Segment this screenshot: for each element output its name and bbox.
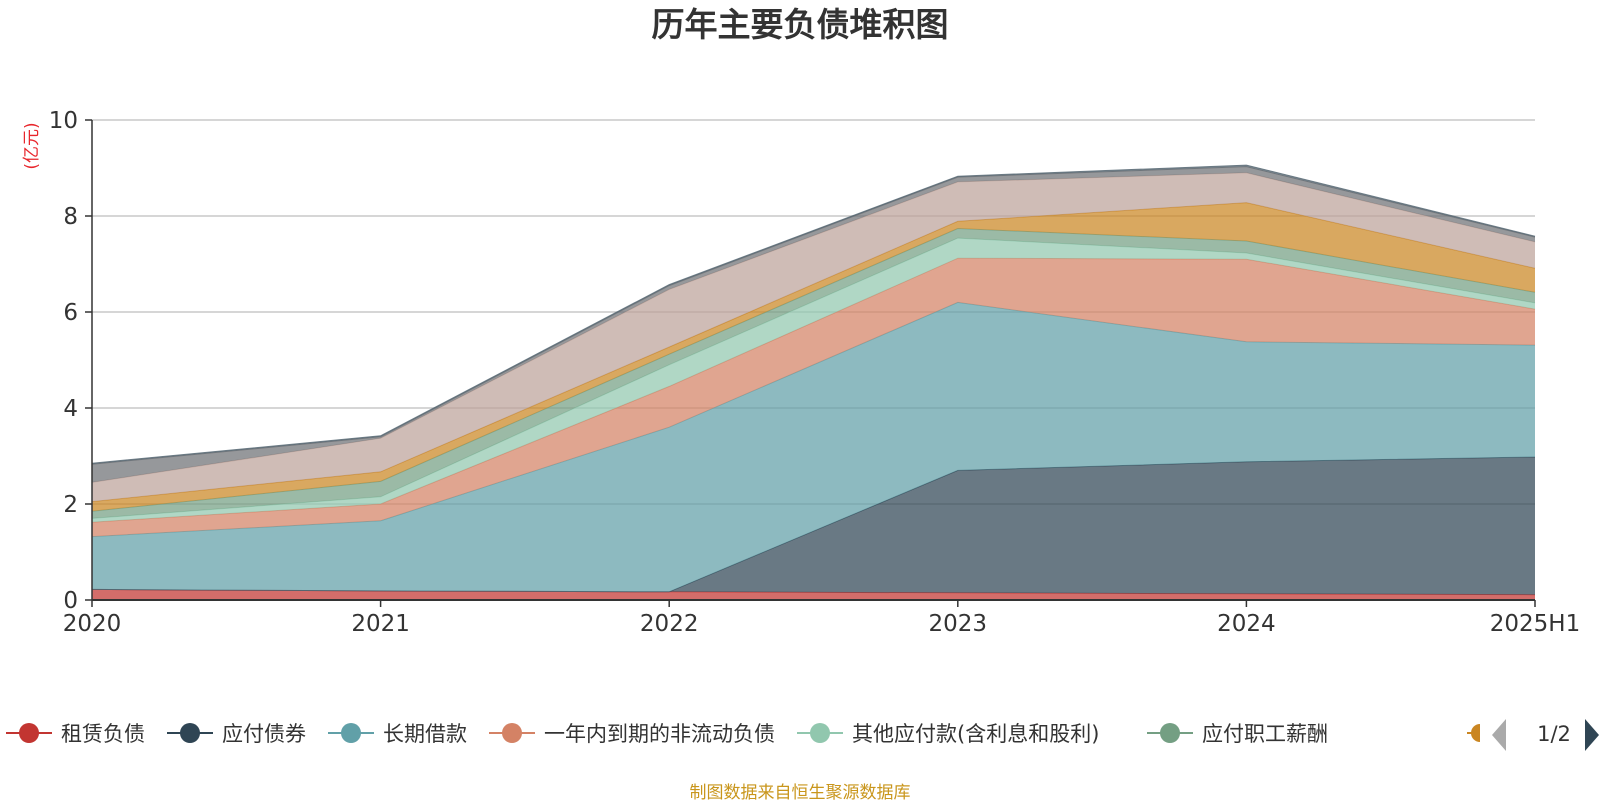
x-tick-label: 2020 (63, 611, 122, 637)
legend-circle-marker (810, 723, 830, 743)
stacked-areas (91, 164, 1536, 600)
legend-item: 租赁负债 (6, 722, 145, 746)
area-series-2 (92, 302, 1535, 592)
x-tick-label: 2023 (929, 611, 988, 637)
legend-item: 应付职工薪酬 (1147, 722, 1328, 746)
chart-title: 历年主要负债堆积图 (652, 5, 949, 44)
legend-circle-marker (341, 723, 361, 743)
area-series-0 (92, 589, 1535, 600)
legend-prev-page-icon[interactable] (1492, 719, 1506, 751)
legend-item-partial (1467, 724, 1480, 742)
legend-circle-marker (180, 723, 200, 743)
legend-label: 一年内到期的非流动负债 (544, 722, 775, 746)
legend-label: 租赁负债 (61, 722, 145, 746)
legend-circle-marker (502, 723, 522, 743)
x-tick-label: 2025H1 (1490, 611, 1580, 637)
source-note: 制图数据来自恒生聚源数据库 (689, 783, 911, 803)
y-tick-label: 6 (63, 300, 78, 326)
area-series-7 (92, 172, 1535, 502)
legend-circle-marker (1160, 723, 1180, 743)
x-tick-label: 2021 (351, 611, 410, 637)
legend-label: 长期借款 (383, 722, 467, 746)
area-series-edge-9 (91, 164, 1536, 464)
area-series-1 (92, 457, 1535, 595)
legend-item: 一年内到期的非流动负债 (489, 722, 775, 746)
axes: 0 2 4 6 8 10 2020 2021 2022 2023 2024 2025H1 (49, 108, 1581, 637)
legend-item: 应付债券 (167, 722, 306, 746)
legend-partial-circle-marker (1471, 724, 1480, 742)
x-tick-label: 2024 (1217, 611, 1276, 637)
y-tick-label: 8 (63, 204, 78, 230)
legend-label: 应付债券 (222, 722, 306, 746)
legend-item: 其他应付款(含利息和股利) (797, 722, 1099, 746)
y-tick-label: 0 (63, 588, 78, 614)
x-tick-label: 2022 (640, 611, 699, 637)
legend-page-indicator: 1/2 (1537, 722, 1571, 746)
legend-label: 其他应付款(含利息和股利) (852, 722, 1099, 746)
area-series-3 (92, 258, 1535, 537)
legend: 租赁负债 应付债券 长期借款 一年内到期的非流动负债 其他应付款(含利息和股利) 应付职工… (6, 719, 1599, 751)
legend-circle-marker (19, 723, 39, 743)
legend-next-page-icon[interactable] (1585, 719, 1599, 751)
y-tick-label: 2 (63, 492, 78, 518)
y-axis-unit-label: (亿元) (22, 122, 42, 169)
legend-label: 应付职工薪酬 (1202, 722, 1328, 746)
y-tick-label: 4 (63, 396, 78, 422)
legend-item: 长期借款 (328, 722, 467, 746)
y-tick-label: 10 (49, 108, 78, 134)
